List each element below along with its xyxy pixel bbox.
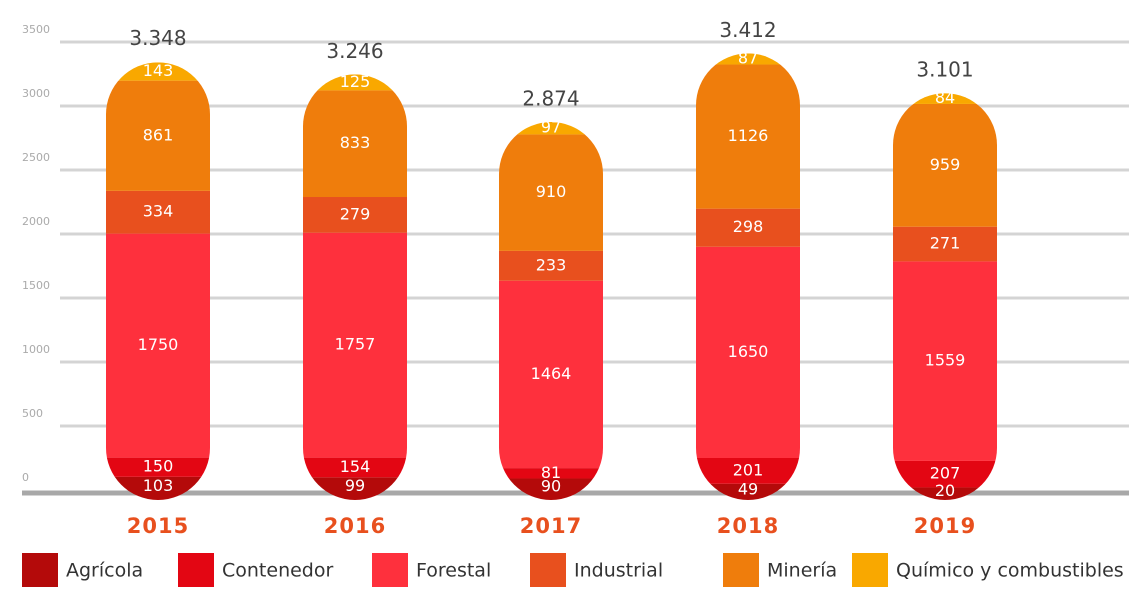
bar-segment: [893, 226, 997, 262]
y-tick-label: 500: [22, 407, 43, 420]
bar-segment: [893, 103, 997, 227]
bar-segment: [106, 233, 210, 458]
value-label: 1464: [531, 364, 572, 383]
bar-segment: [303, 232, 407, 458]
value-label: 298: [733, 217, 764, 236]
value-label: 833: [340, 133, 371, 152]
legend-label: Contenedor: [222, 560, 333, 582]
value-label: 233: [536, 255, 567, 274]
legend-label: Agrícola: [66, 560, 143, 582]
bar-segment: [303, 90, 407, 198]
value-label: 99: [345, 476, 365, 495]
bar-segment: [499, 468, 603, 479]
x-tick-label: 2015: [127, 514, 189, 538]
y-tick-label: 0: [22, 471, 29, 484]
total-label: 3.348: [129, 26, 186, 50]
total-label: 3.101: [916, 58, 973, 82]
x-tick-label: 2019: [914, 514, 976, 538]
y-tick-label: 3000: [22, 87, 50, 100]
bar-segment: [303, 457, 407, 478]
legend-swatch: [852, 553, 888, 587]
value-label: 97: [541, 118, 561, 137]
bar-segment: [499, 280, 603, 469]
bar-segment: [893, 261, 997, 461]
legend-label: Industrial: [574, 560, 663, 582]
value-label: 150: [143, 457, 174, 476]
value-label: 959: [930, 155, 961, 174]
value-label: 201: [733, 460, 764, 479]
value-label: 1126: [728, 126, 769, 145]
value-label: 271: [930, 234, 961, 253]
x-tick-label: 2018: [717, 514, 779, 538]
value-label: 1559: [925, 351, 966, 370]
value-label: 125: [340, 72, 371, 91]
total-label: 3.246: [326, 39, 383, 63]
y-tick-label: 2000: [22, 215, 50, 228]
y-tick-label: 2500: [22, 151, 50, 164]
bar-segment: [303, 197, 407, 233]
bar-segment: [499, 134, 603, 251]
bar-segment: [696, 458, 800, 484]
bar-stack: [893, 93, 997, 500]
x-tick-label: 2017: [520, 514, 582, 538]
value-label: 910: [536, 182, 567, 201]
legend-swatch: [22, 553, 58, 587]
bar-segment: [696, 64, 800, 209]
value-label: 84: [935, 88, 955, 107]
bar-stack: [106, 62, 210, 500]
bar-segment: [696, 53, 800, 65]
value-label: 1757: [335, 335, 376, 354]
legend-swatch: [372, 553, 408, 587]
y-tick-label: 1500: [22, 279, 50, 292]
value-label: 143: [143, 61, 174, 80]
bar-stack: [696, 53, 800, 500]
legend-label: Minería: [767, 560, 837, 582]
bar-segment: [106, 457, 210, 477]
value-label: 20: [935, 481, 955, 500]
bar-segment: [106, 190, 210, 234]
x-tick-label: 2016: [324, 514, 386, 538]
bar-segment: [499, 250, 603, 281]
y-tick-label: 3500: [22, 23, 50, 36]
value-label: 279: [340, 204, 371, 223]
total-label: 3.412: [719, 18, 776, 42]
value-label: 81: [541, 463, 561, 482]
value-label: 90: [541, 477, 561, 496]
value-label: 1650: [728, 342, 769, 361]
value-label: 861: [143, 125, 174, 144]
value-label: 87: [738, 48, 758, 67]
total-label: 2.874: [522, 87, 579, 111]
legend-label: Forestal: [416, 560, 491, 582]
value-label: 207: [930, 464, 961, 483]
bar-segment: [893, 460, 997, 488]
bar-segment: [106, 80, 210, 191]
value-label: 1750: [138, 335, 179, 354]
value-label: 154: [340, 457, 371, 476]
bar-segment: [893, 93, 997, 104]
bar-stack: [499, 122, 603, 500]
legend-label: Químico y combustibles: [896, 560, 1124, 582]
legend-swatch: [178, 553, 214, 587]
bar-segment: [696, 246, 800, 458]
legend-swatch: [530, 553, 566, 587]
value-label: 49: [738, 479, 758, 498]
bar-segment: [696, 208, 800, 247]
y-tick-label: 1000: [22, 343, 50, 356]
bar-stack: [303, 74, 407, 500]
value-label: 334: [143, 202, 174, 221]
value-label: 103: [143, 476, 174, 495]
legend-swatch: [723, 553, 759, 587]
